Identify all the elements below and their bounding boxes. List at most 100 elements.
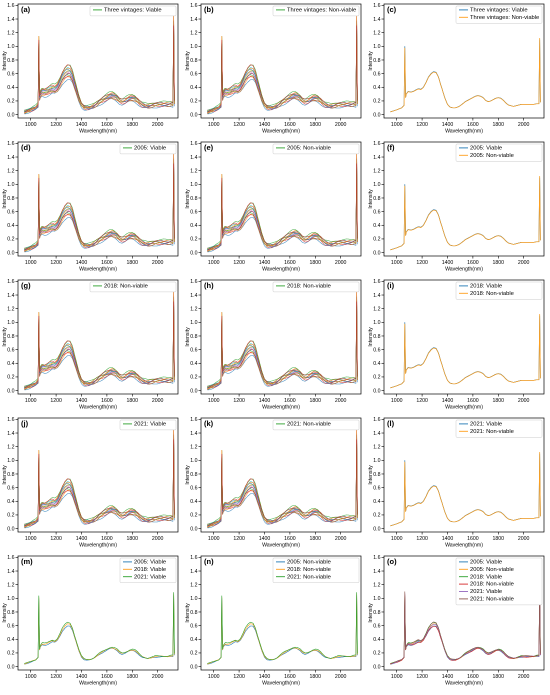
x-tick-label: 1200 [50,398,62,404]
spectrum-line [24,291,175,387]
panel-tag: (a) [21,5,31,14]
y-tick-label: 1.4 [7,155,14,161]
plot-frame [17,141,179,257]
y-tick-label: 0.2 [373,651,380,657]
y-axis-label: Intensity [185,327,191,347]
panel-tag: (o) [387,557,397,566]
spectrum-line [24,30,175,112]
x-tick-label: 1600 [467,398,479,404]
panel-tag: (g) [21,281,31,290]
x-axis-label: Wavelength(nm) [262,405,300,411]
panel-h: 1000 1200 1400 1600 1800 2000 0.0 0.2 0.4 0.6 0.8 1… [185,279,362,411]
spectrum-line [207,429,358,526]
y-tick-label: 1.0 [190,596,197,602]
y-tick-label: 0.2 [190,375,197,381]
spectrum-line [24,429,175,526]
panel-tag: (k) [204,419,214,428]
plot-frame [383,141,545,257]
spectrum-line [207,15,358,113]
y-tick-label: 0.0 [190,664,197,670]
legend-label: 2018: Non-viable [470,582,514,588]
x-tick-label: 1200 [50,122,62,128]
x-tick-label: 2000 [335,260,347,266]
plot-frame [200,3,362,119]
series-group [24,15,175,115]
x-tick-label: 1200 [233,536,245,542]
panel-a: 1000 1200 1400 1600 1800 2000 0.0 0.2 0.4 0.6 0.8 1… [2,3,179,135]
plot-frame [383,279,545,395]
legend-box [455,5,543,24]
x-tick-label: 1600 [101,260,113,266]
legend-label: 2021: Non-viable [287,574,331,580]
y-tick-label: 1.6 [7,417,14,423]
x-tick-label: 1600 [101,536,113,542]
y-tick-label: 0.6 [373,71,380,77]
x-tick-label: 1800 [127,674,139,680]
y-tick-label: 0.0 [373,388,380,394]
legend-label: 2021: Viable [470,589,502,595]
x-tick-label: 1400 [442,122,454,128]
y-tick-label: 1.6 [190,3,197,9]
x-axis-label: Wavelength(nm) [262,267,300,273]
y-tick-label: 1.2 [373,30,380,36]
panel-tag: (b) [204,5,214,14]
spectrum-line [207,153,358,249]
y-tick-label: 1.6 [373,417,380,423]
y-tick-label: 1.4 [373,431,380,437]
x-tick-label: 1400 [259,122,271,128]
spectrum-line [207,301,358,389]
panel-d: 1000 1200 1400 1600 1800 2000 0.0 0.2 0.4 0.6 0.8 1… [2,141,179,273]
spectrum-line [207,25,358,115]
plot-frame [200,141,362,257]
mean-spectrum-line [390,451,541,527]
spectrum-line [207,439,358,527]
x-tick-label: 2000 [152,122,164,128]
spectrum-line [207,306,358,388]
spectrum-line [24,296,175,388]
x-tick-label: 1400 [442,398,454,404]
legend-box [89,5,177,17]
x-tick-label: 2000 [518,260,530,266]
y-axis-label: Intensity [2,189,8,209]
y-tick-label: 0.8 [373,472,380,478]
y-tick-label: 1.0 [373,44,380,50]
x-tick-label: 1400 [442,674,454,680]
y-tick-label: 0.4 [373,361,380,367]
x-axis-label: Wavelength(nm) [79,405,117,411]
y-tick-label: 0.2 [373,99,380,105]
legend-label: 2018: Viable [134,567,166,573]
x-tick-label: 1000 [25,674,37,680]
y-tick-label: 1.2 [7,168,14,174]
y-tick-label: 1.6 [190,555,197,561]
x-tick-label: 1400 [76,398,88,404]
panel-tag: (i) [387,281,395,290]
mean-spectrum-line [390,175,541,251]
spectrum-line [24,15,175,111]
spectrum-line [24,434,175,526]
y-tick-label: 0.2 [7,513,14,519]
x-axis-label: Wavelength(nm) [445,267,483,273]
y-tick-label: 1.0 [7,182,14,188]
legend-box [272,557,360,583]
mean-spectrum-line [390,177,541,251]
spectrum-line [24,301,175,389]
y-tick-label: 1.0 [373,596,380,602]
spectrum-line [207,301,358,391]
spectrum-line [24,158,175,251]
group-spectrum-line [24,592,175,664]
y-tick-label: 0.0 [373,112,380,118]
x-tick-label: 1200 [233,122,245,128]
x-tick-label: 1600 [284,536,296,542]
x-tick-label: 1000 [208,536,220,542]
x-tick-label: 1600 [467,536,479,542]
y-tick-label: 0.0 [7,388,14,394]
y-axis-label: Intensity [368,603,374,623]
x-tick-label: 1600 [467,674,479,680]
spectrum-line [207,153,358,250]
panel-g: 1000 1200 1400 1600 1800 2000 0.0 0.2 0.4 0.6 0.8 1… [2,279,179,411]
y-tick-label: 0.2 [373,237,380,243]
legend-box [272,143,360,155]
x-tick-label: 1000 [391,674,403,680]
y-tick-label: 0.8 [190,58,197,64]
